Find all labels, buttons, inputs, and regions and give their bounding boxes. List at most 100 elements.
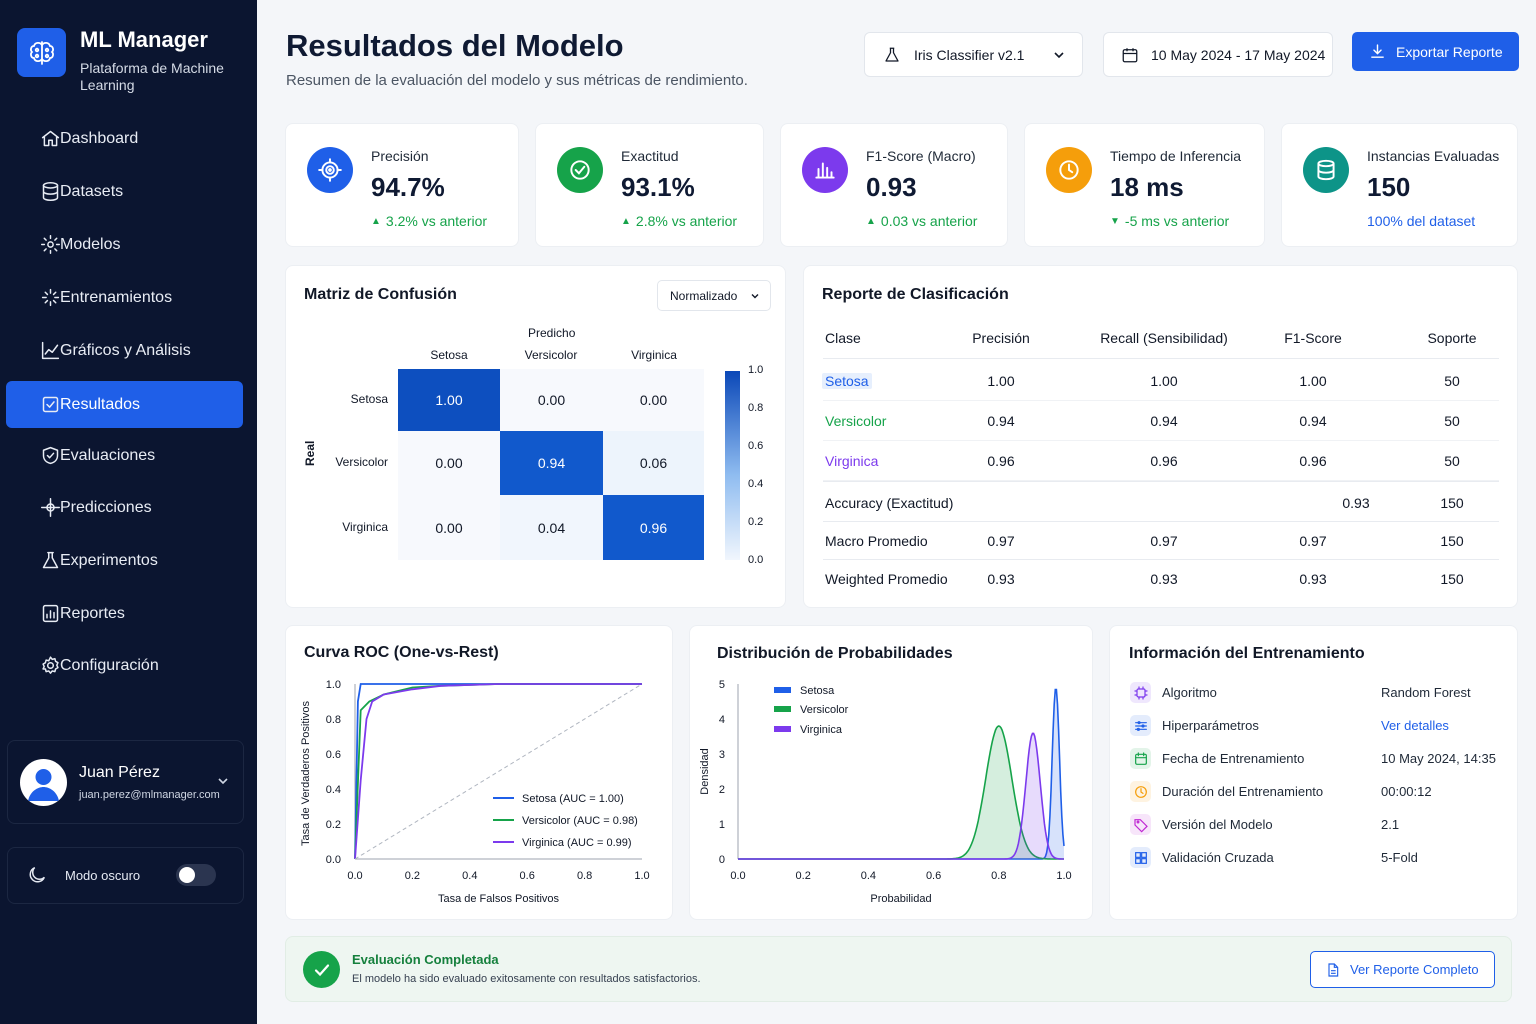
- sidebar-item-experimentos[interactable]: Experimentos: [6, 537, 243, 584]
- confusion-cell: 0.00: [398, 495, 500, 560]
- divider: [823, 358, 1499, 359]
- legend-label: Setosa (AUC = 1.00): [522, 793, 624, 805]
- table-header: Soporte: [1427, 330, 1477, 346]
- check-circle-icon: [557, 147, 603, 193]
- sparkle-icon: [23, 287, 60, 308]
- x-tick-label: 0.4: [861, 870, 876, 882]
- table-cell: 0.97: [1150, 533, 1178, 549]
- status-text: El modelo ha sido evaluado exitosamente …: [352, 973, 701, 985]
- legend-swatch: [774, 726, 791, 732]
- real-class-label: Virginica: [342, 519, 388, 534]
- predicted-axis-title: Predicho: [528, 326, 576, 340]
- view-hyperparameters-link[interactable]: Ver detalles: [1381, 718, 1449, 733]
- kpi-value: 18 ms: [1110, 172, 1184, 202]
- y-tick-label: 5: [719, 679, 725, 691]
- diagonal-reference-line: [354, 683, 643, 860]
- sidebar-item-gráficos-y-análisis[interactable]: Gráficos y Análisis: [6, 327, 243, 374]
- x-axis-label: Tasa de Falsos Positivos: [438, 893, 560, 905]
- color-scale-tick: 0.0: [748, 554, 764, 566]
- table-header: Precisión: [972, 330, 1030, 346]
- sidebar-item-dashboard[interactable]: Dashboard: [6, 115, 243, 162]
- legend-label: Virginica (AUC = 0.99): [522, 837, 632, 849]
- class-label: Versicolor: [825, 413, 887, 429]
- confusion-title: Matriz de Confusión: [304, 286, 457, 303]
- real-class-label: Setosa: [350, 392, 388, 406]
- legend-label: Virginica: [800, 724, 843, 736]
- training-info-label: Versión del Modelo: [1162, 817, 1273, 832]
- document-icon: [1328, 962, 1339, 977]
- cpu-icon: [1130, 682, 1151, 703]
- training-info-value: Random Forest: [1381, 685, 1471, 700]
- x-tick-label: 0.2: [405, 870, 420, 882]
- triangle-up-icon: ▲: [866, 215, 876, 227]
- kpi-value: 93.1%: [621, 172, 695, 202]
- view-full-report-button[interactable]: Ver Reporte Completo: [1310, 951, 1495, 988]
- class-label: Setosa: [822, 373, 872, 389]
- legend-label: Versicolor: [800, 704, 849, 716]
- divider: [823, 480, 1499, 481]
- cog-icon: [23, 234, 60, 255]
- triangle-up-icon: ▲: [371, 215, 381, 227]
- sidebar-item-datasets[interactable]: Datasets: [6, 168, 243, 215]
- training-info-label: Hiperparámetros: [1162, 718, 1259, 733]
- evaluation-status-banner: Evaluación Completada El modelo ha sido …: [285, 936, 1512, 1002]
- sidebar-item-predicciones[interactable]: Predicciones: [6, 484, 243, 531]
- kpi-card: Precisión 94.7% ▲ 3.2% vs anterior: [285, 123, 519, 247]
- dark-mode-toggle[interactable]: [176, 864, 216, 886]
- x-tick-label: 1.0: [1056, 870, 1071, 882]
- sidebar-item-label: Entrenamientos: [60, 288, 173, 306]
- sidebar-item-configuración[interactable]: Configuración: [6, 642, 243, 689]
- date-range-picker[interactable]: 10 May 2024 - 17 May 2024: [1103, 32, 1333, 77]
- density-line: [738, 732, 1064, 860]
- y-tick-label: 0.6: [326, 749, 341, 761]
- kpi-delta-text: 3.2% vs anterior: [385, 213, 488, 229]
- moon-icon: [29, 866, 46, 883]
- y-tick-label: 3: [719, 749, 725, 761]
- normalization-select[interactable]: Normalizado: [657, 280, 771, 311]
- roc-series-line: [354, 683, 642, 860]
- x-tick-label: 0.4: [462, 870, 477, 882]
- table-cell: 150: [1440, 533, 1464, 549]
- triangle-down-icon: ▼: [1110, 215, 1120, 227]
- table-cell: 1.00: [987, 373, 1015, 389]
- export-report-button[interactable]: Exportar Reporte: [1352, 32, 1519, 71]
- sidebar-item-modelos[interactable]: Modelos: [6, 221, 243, 268]
- color-scale-tick: 0.6: [748, 440, 764, 452]
- real-class-label: Versicolor: [335, 455, 388, 469]
- x-axis-label: Probabilidad: [870, 893, 931, 905]
- kpi-delta: ▲ 0.03 vs anterior: [866, 213, 977, 229]
- x-tick-label: 1.0: [634, 870, 649, 882]
- model-select[interactable]: Iris Classifier v2.1: [864, 32, 1083, 77]
- report-title: Reporte de Clasificación: [822, 286, 1009, 303]
- kpi-card: Exactitud 93.1% ▲ 2.8% vs anterior: [535, 123, 764, 247]
- calendar-icon: [1122, 47, 1138, 62]
- confusion-cell: 0.96: [603, 495, 704, 560]
- database-icon: [23, 181, 59, 202]
- weighted-label: Weighted Promedio: [825, 571, 948, 587]
- clock-icon: [1046, 147, 1092, 193]
- chevron-down-icon[interactable]: [216, 774, 230, 788]
- brand-title: ML Manager: [80, 27, 208, 52]
- database-icon: [1303, 147, 1349, 193]
- training-info-value: 2.1: [1381, 817, 1400, 832]
- export-label: Exportar Reporte: [1396, 43, 1503, 60]
- sidebar-item-resultados[interactable]: Resultados: [6, 381, 243, 428]
- user-card[interactable]: Juan Pérez juan.perez@mlmanager.com: [7, 740, 244, 824]
- check-square-icon: [23, 394, 59, 415]
- sidebar-item-label: Dashboard: [60, 129, 139, 147]
- brain-logo-icon: [17, 28, 66, 77]
- training-info-label: Fecha de Entrenamiento: [1162, 751, 1305, 766]
- kpi-delta-text: 100% del dataset: [1367, 213, 1476, 229]
- kpi-card: F1-Score (Macro) 0.93 ▲ 0.03 vs anterior: [780, 123, 1008, 247]
- divider: [823, 481, 1499, 482]
- training-info-value: 5-Fold: [1381, 850, 1418, 865]
- sidebar-item-entrenamientos[interactable]: Entrenamientos: [6, 274, 243, 321]
- confusion-cell: 0.94: [500, 431, 603, 495]
- kpi-card: Tiempo de Inferencia 18 ms ▼ -5 ms vs anter…: [1024, 123, 1265, 247]
- legend-label: Setosa: [800, 685, 835, 697]
- kpi-delta-text: 2.8% vs anterior: [635, 213, 738, 229]
- sidebar-item-reportes[interactable]: Reportes: [6, 590, 243, 637]
- sidebar-item-evaluaciones[interactable]: Evaluaciones: [6, 432, 243, 479]
- table-cell: 0.93: [987, 571, 1015, 587]
- training-info-card: Información del Entrenamiento: [1109, 625, 1518, 920]
